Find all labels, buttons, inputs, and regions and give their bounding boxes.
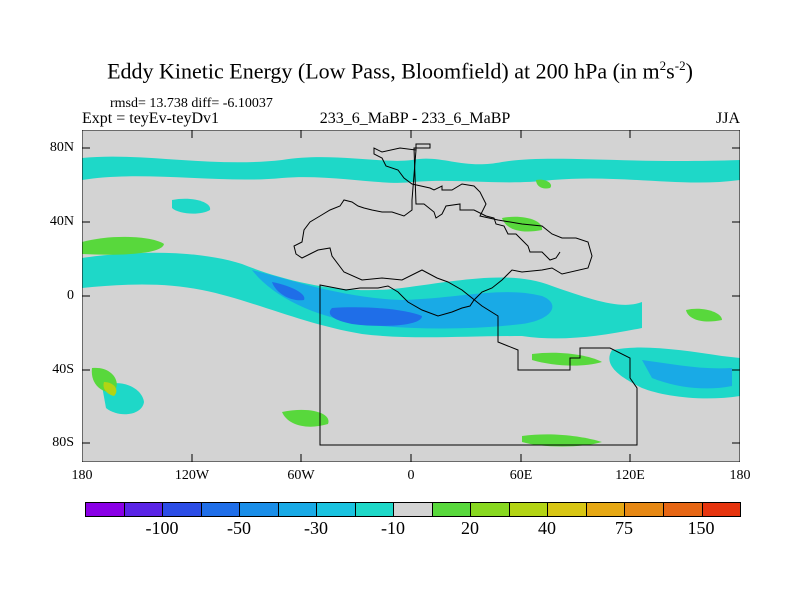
colorbar-swatch — [124, 503, 164, 516]
moderate-anomaly-contours — [252, 270, 732, 389]
colorbar-label: -50 — [227, 518, 251, 538]
season-label: JJA — [715, 110, 740, 127]
colorbar-swatch — [586, 503, 626, 516]
experiment-label: Expt = teyEv-teyDv1 — [82, 110, 219, 127]
colorbar-swatch — [278, 503, 318, 516]
colorbar-swatch — [355, 503, 395, 516]
colorbar-label: -30 — [304, 518, 328, 538]
colorbar-swatch — [432, 503, 472, 516]
colorbar-swatch — [86, 503, 125, 516]
map-plot — [82, 130, 740, 462]
colorbar-swatch — [663, 503, 703, 516]
x-tick-label: 60E — [509, 468, 533, 483]
positive-anomaly-contours — [82, 179, 722, 447]
colorbar-swatch — [201, 503, 241, 516]
x-tick-label: 120W — [174, 468, 210, 483]
x-tick-label: 180 — [729, 468, 751, 483]
colorbar-swatch — [548, 503, 587, 516]
coastline-north — [413, 143, 561, 261]
strong-anomaly-contours — [272, 282, 422, 326]
colorbar-label: 20 — [461, 518, 479, 538]
x-tick-label: 120E — [615, 468, 645, 483]
x-tick-label: 60W — [287, 468, 315, 483]
colorbar — [85, 502, 741, 517]
continent-outline — [293, 147, 638, 446]
colorbar-swatch — [702, 503, 741, 516]
colorbar-label: -100 — [145, 518, 179, 538]
case-label: 233_6_MaBP - 233_6_MaBP — [319, 110, 511, 127]
high-positive-contours — [103, 382, 117, 396]
colorbar-label: -10 — [381, 518, 405, 538]
y-tick-label: 40N — [49, 214, 74, 229]
x-tick-label: 0 — [407, 468, 415, 483]
colorbar-swatch — [317, 503, 356, 516]
colorbar-swatch — [240, 503, 279, 516]
y-tick-label: 0 — [67, 288, 74, 303]
colorbar-label: 40 — [538, 518, 556, 538]
colorbar-swatch — [625, 503, 664, 516]
y-tick-label: 80S — [52, 435, 74, 450]
stats-label: rmsd= 13.738 diff= -6.10037 — [110, 96, 273, 111]
colorbar-swatch — [471, 503, 510, 516]
colorbar-swatch — [163, 503, 202, 516]
colorbar-label: 150 — [687, 518, 715, 538]
tick-marks — [82, 130, 740, 462]
y-tick-label: 80N — [49, 140, 74, 155]
y-tick-label: 40S — [52, 362, 74, 377]
chart-title: Eddy Kinetic Energy (Low Pass, Bloomfiel… — [107, 58, 693, 84]
x-tick-label: 180 — [71, 468, 93, 483]
colorbar-swatch — [394, 503, 433, 516]
colorbar-label: 75 — [615, 518, 633, 538]
colorbar-swatch — [509, 503, 549, 516]
